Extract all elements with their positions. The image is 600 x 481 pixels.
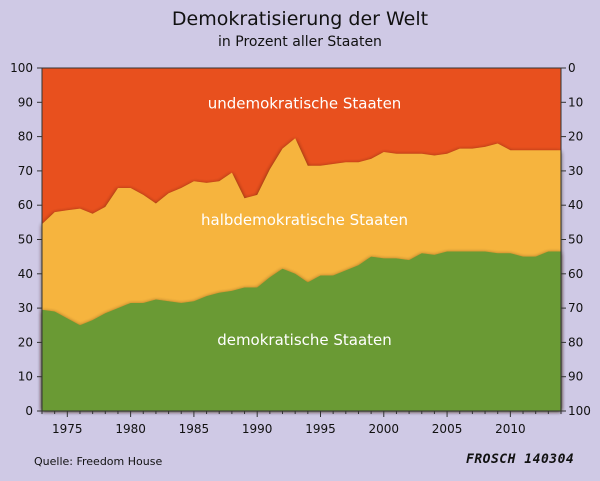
x-tick-label: 1985: [179, 422, 210, 436]
x-tick-label: 1990: [242, 422, 273, 436]
y-tick-label-left: 60: [18, 198, 33, 212]
y-tick-label-right: 10: [568, 95, 583, 109]
y-tick-label-left: 70: [18, 164, 33, 178]
y-tick-label-left: 50: [18, 233, 33, 247]
x-tick-label: 1995: [305, 422, 336, 436]
series-label-1: demokratische Staaten: [217, 331, 392, 349]
y-tick-label-left: 20: [18, 335, 33, 349]
y-tick-label-right: 80: [568, 335, 583, 349]
y-tick-label-left: 10: [18, 370, 33, 384]
y-tick-label-left: 0: [25, 404, 33, 418]
x-tick-label: 2000: [369, 422, 400, 436]
artist-signature: FROSCH 140304: [466, 452, 575, 467]
y-tick-label-right: 50: [568, 233, 583, 247]
series-label-3: undemokratische Staaten: [208, 94, 402, 112]
source-note: Quelle: Freedom House: [34, 455, 163, 468]
x-tick-label: 2005: [432, 422, 463, 436]
x-tick-label: 1980: [115, 422, 146, 436]
y-tick-label-right: 20: [568, 130, 583, 144]
page-title: Demokratisierung der Welt: [171, 8, 429, 30]
y-tick-label-right: 60: [568, 267, 583, 281]
y-tick-label-right: 100: [568, 404, 591, 418]
series-label-2: halbdemokratische Staaten: [201, 211, 408, 229]
y-tick-label-left: 80: [18, 130, 33, 144]
y-tick-label-right: 90: [568, 370, 583, 384]
x-tick-label: 1975: [52, 422, 83, 436]
y-tick-label-left: 40: [18, 267, 33, 281]
y-tick-label-right: 30: [568, 164, 583, 178]
y-tick-label-left: 30: [18, 301, 33, 315]
x-tick-label: 2010: [495, 422, 526, 436]
y-tick-label-left: 100: [10, 61, 33, 75]
y-tick-label-left: 90: [18, 95, 33, 109]
y-tick-label-right: 40: [568, 198, 583, 212]
area-demokratische-staaten: [42, 251, 561, 411]
y-tick-label-right: 0: [568, 61, 576, 75]
y-tick-label-right: 70: [568, 301, 583, 315]
page-subtitle: in Prozent aller Staaten: [218, 34, 382, 50]
